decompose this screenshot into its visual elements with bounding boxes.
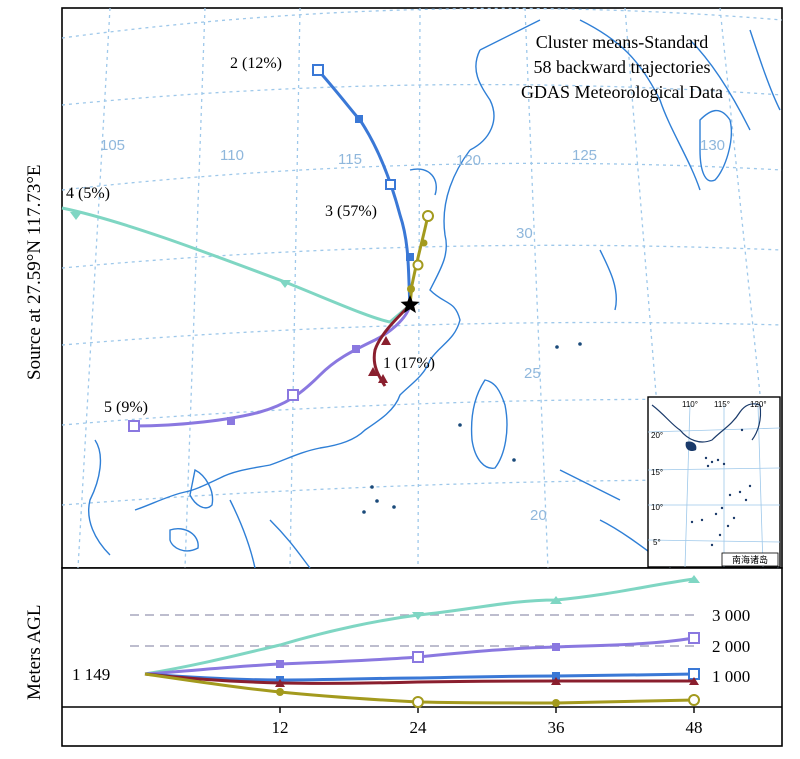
lat-label-30: 30: [516, 225, 533, 242]
lon-label-130: 130: [700, 137, 725, 154]
lon-label-115: 115: [338, 151, 362, 168]
lon-label-105: 105: [100, 137, 125, 154]
trajectory-3: [407, 210, 434, 306]
inset-caption: 南海诸岛: [732, 554, 768, 566]
inset-lon-label-120: 120°: [750, 400, 767, 409]
x-label-12: 12: [272, 718, 289, 737]
inset-map: 110° 115° 120° 20° 15° 10° 5° 南海诸岛: [647, 396, 781, 568]
inset-island-dots: [690, 428, 752, 547]
profile-y-labels: 3 000 2 000 1 000: [712, 606, 750, 686]
inset-hainan: [685, 441, 697, 452]
profile-1-marker: [275, 679, 285, 687]
trajectory-5-marker: [352, 345, 360, 353]
trajectory-3-marker: [420, 239, 428, 247]
trajectory-2-marker: [385, 179, 396, 190]
profile-ylabel: Meters AGL: [24, 604, 45, 700]
trajectory-1-label: 1 (17%): [383, 355, 435, 372]
profile-5-marker: [412, 651, 424, 663]
trajectory-5-label: 5 (9%): [104, 399, 148, 416]
trajectory-3-marker: [412, 259, 424, 271]
profile-5-marker: [276, 660, 284, 668]
trajectory-3-marker: [422, 210, 434, 222]
inset-lon-label-110: 110°: [682, 400, 698, 409]
trajectory-5-marker: [227, 417, 235, 425]
lon-label-125: 125: [572, 147, 597, 164]
lat-label-20: 20: [530, 507, 547, 524]
trajectory-3-marker: [407, 285, 415, 293]
star-icon: [400, 295, 420, 313]
profile-start-label: 1 149: [72, 665, 110, 684]
x-label-48: 48: [686, 718, 703, 737]
trajectory-2-marker: [406, 253, 414, 261]
inset-coastline: [651, 403, 761, 443]
trajectory-5-marker: [287, 389, 299, 401]
trajectory-3-label: 3 (57%): [325, 203, 377, 220]
profile-4-marker: [550, 596, 562, 604]
trajectory-4-label: 4 (5%): [66, 185, 110, 202]
map-title: Cluster means-Standard 58 backward traje…: [521, 32, 723, 102]
profile-1-marker: [689, 677, 699, 685]
profile-line-5: [144, 632, 700, 676]
lon-label-120: 120: [456, 152, 481, 169]
lon-label-110: 110: [220, 147, 244, 164]
profile-x-labels: 12 24 36 48: [272, 718, 703, 737]
profile-line-3: [144, 672, 700, 708]
profile-3-marker: [688, 694, 700, 706]
trajectory-4-marker: [70, 212, 82, 220]
lat-label-25: 25: [524, 365, 541, 382]
y-label-2000: 2 000: [712, 637, 750, 656]
trajectory-4-marker: [279, 280, 291, 288]
profile-5-marker: [552, 643, 560, 651]
trajectory-4: [61, 206, 411, 324]
inset-lat-label-5: 5°: [653, 538, 661, 547]
profile-3-marker: [552, 699, 560, 707]
trajectory-1-marker: [378, 374, 388, 383]
x-label-24: 24: [410, 718, 428, 737]
title-line-2: 58 backward trajectories: [534, 57, 711, 77]
title-line-3: GDAS Meteorological Data: [521, 82, 723, 102]
latitude-labels: 30 25 20: [516, 225, 547, 524]
island-dots: [362, 342, 582, 514]
trajectory-2: [312, 64, 414, 306]
profile-5-marker: [688, 632, 700, 644]
profile-4-marker: [688, 575, 700, 583]
inset-lat-label-20: 20°: [651, 431, 663, 440]
y-label-3000: 3 000: [712, 606, 750, 625]
trajectory-1: [368, 303, 412, 387]
source-label: Source at 27.59°N 117.73°E: [24, 164, 45, 380]
trajectory-1-marker: [368, 367, 378, 376]
profile-3-marker: [276, 688, 284, 696]
longitude-labels: 105 110 115 120 125 130: [100, 137, 725, 169]
trajectory-1-marker: [381, 336, 391, 345]
title-line-1: Cluster means-Standard: [536, 32, 708, 52]
coastline: [88, 19, 781, 569]
profile-line-1: [144, 672, 699, 687]
profile-2-marker: [552, 672, 560, 680]
trajectory-5-marker: [128, 420, 140, 432]
profile-line-4: [144, 575, 700, 676]
trajectory-labels: 2 (12%) 3 (57%) 4 (5%) 1 (17%) 5 (9%): [66, 55, 435, 416]
x-label-36: 36: [548, 718, 565, 737]
y-label-1000: 1 000: [712, 667, 750, 686]
trajectory-2-marker: [312, 64, 324, 76]
profile-3-marker: [412, 696, 424, 708]
inset-lat-label-10: 10°: [651, 503, 663, 512]
trajectory-2-label: 2 (12%): [230, 55, 282, 72]
inset-lat-label-15: 15°: [651, 468, 663, 477]
trajectory-2-marker: [355, 115, 363, 123]
inset-lon-label-115: 115°: [714, 400, 730, 409]
profile-1-marker: [551, 677, 561, 685]
profile-4-marker: [412, 612, 424, 620]
inset-frame: [647, 396, 781, 568]
